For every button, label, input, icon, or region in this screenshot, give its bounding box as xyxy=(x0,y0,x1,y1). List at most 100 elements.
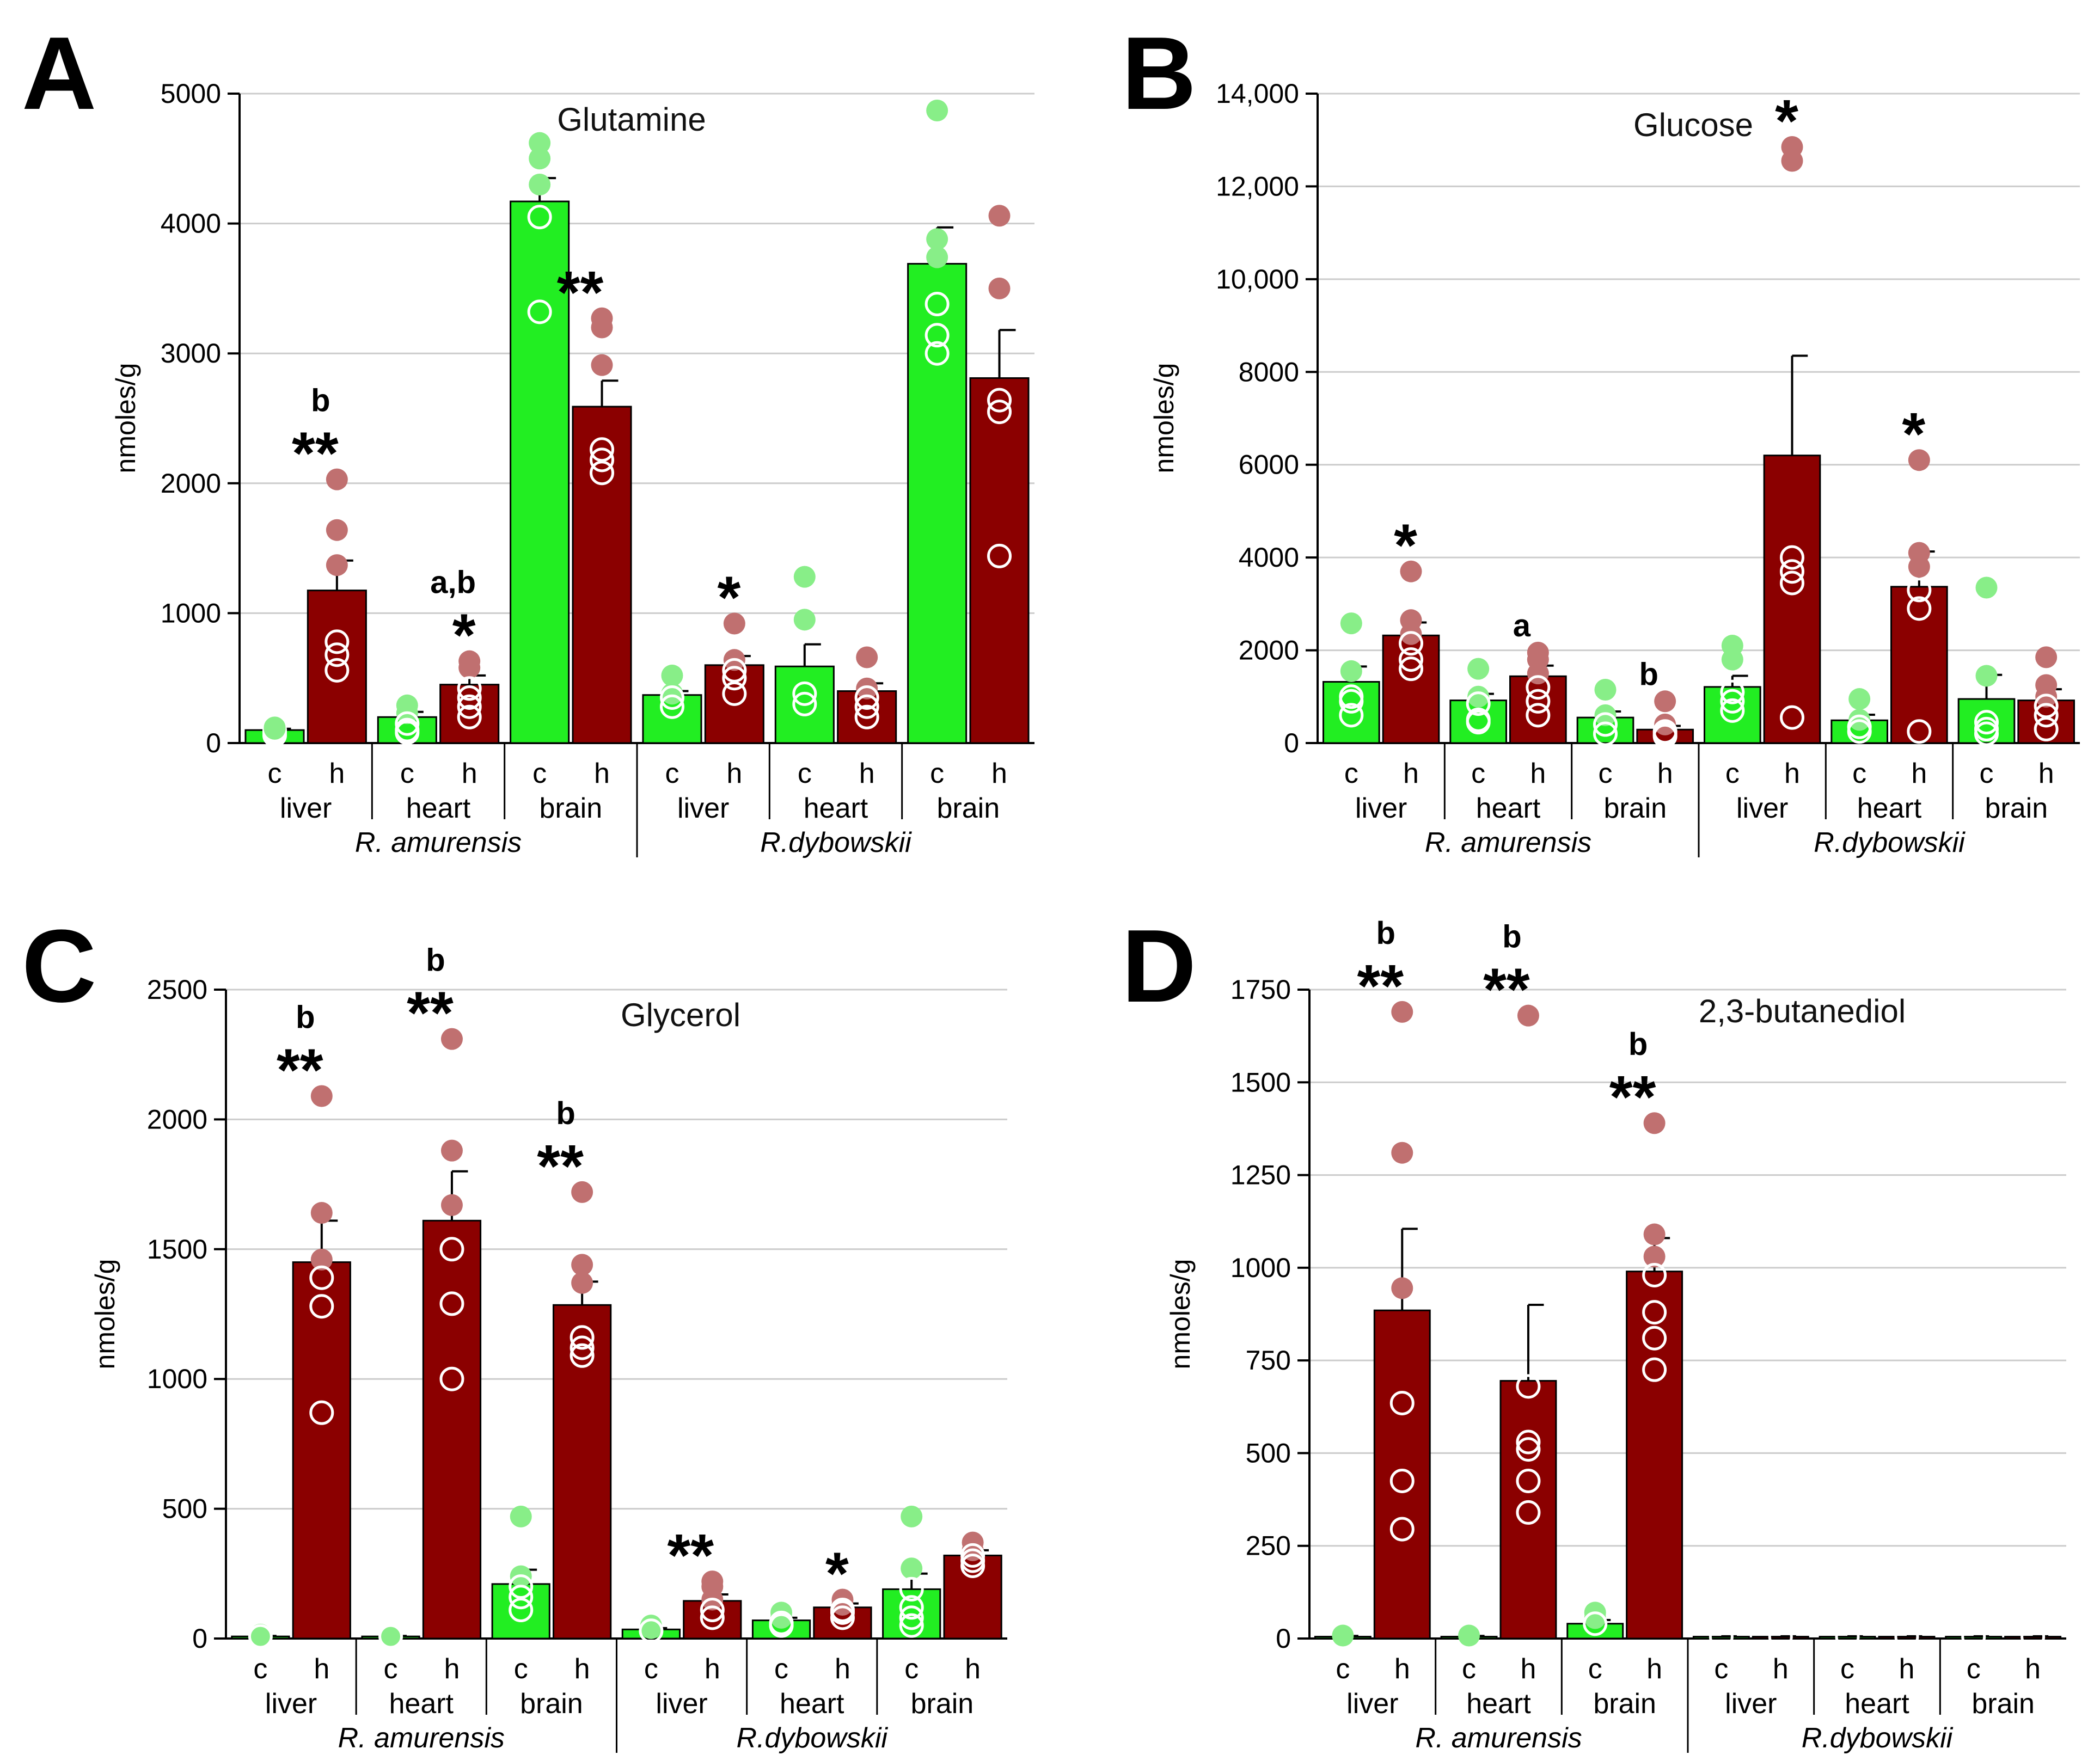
data-point xyxy=(1894,1624,1919,1649)
y-tick-label: 4000 xyxy=(161,208,221,239)
condition-label: h xyxy=(1773,1653,1789,1685)
condition-label: h xyxy=(1520,1653,1536,1685)
data-point xyxy=(1975,665,1998,687)
data-point xyxy=(440,1139,463,1162)
significance-letter: b xyxy=(1376,916,1395,951)
y-tick-label: 1500 xyxy=(147,1234,207,1265)
data-point xyxy=(325,629,350,654)
condition-label: h xyxy=(1657,758,1673,789)
data-point xyxy=(529,174,551,196)
tissue-label: liver xyxy=(656,1688,707,1720)
condition-label: h xyxy=(859,758,875,789)
data-point xyxy=(1400,623,1422,645)
data-point xyxy=(310,1202,333,1224)
y-tick-label: 0 xyxy=(1284,728,1299,758)
data-point xyxy=(1391,1001,1413,1023)
data-point xyxy=(723,612,745,635)
condition-label: c xyxy=(253,1653,267,1685)
data-point xyxy=(793,566,816,588)
data-point xyxy=(1399,631,1423,656)
data-point xyxy=(571,1272,593,1294)
y-tick-label: 3000 xyxy=(161,338,221,369)
species-label: R.dybowskii xyxy=(1814,827,1966,858)
chart-title: Glutamine xyxy=(557,101,706,138)
species-label: R. amurensis xyxy=(1415,1722,1582,1754)
tissue-label: brain xyxy=(937,793,1000,824)
data-point xyxy=(1975,576,1998,599)
data-point xyxy=(457,676,482,701)
condition-label: c xyxy=(1967,1653,1981,1685)
y-tick-label: 1500 xyxy=(1230,1067,1291,1097)
condition-label: c xyxy=(400,758,414,789)
y-tick-label: 1000 xyxy=(147,1364,207,1394)
data-point xyxy=(395,720,420,745)
significance-letter: b xyxy=(1639,656,1658,692)
condition-label: h xyxy=(2025,1653,2041,1685)
data-point xyxy=(439,1291,464,1316)
data-point xyxy=(1907,578,1932,603)
data-point xyxy=(1593,721,1618,746)
data-point xyxy=(264,716,286,739)
condition-label: c xyxy=(514,1653,528,1685)
data-point xyxy=(1332,1624,1354,1647)
data-point xyxy=(527,205,552,230)
data-point xyxy=(1974,721,1999,746)
tissue-label: heart xyxy=(1476,793,1541,824)
y-axis-label: nmoles/g xyxy=(111,363,141,474)
data-point xyxy=(1643,1112,1666,1134)
y-tick-label: 500 xyxy=(1246,1438,1291,1468)
condition-label: c xyxy=(1471,758,1485,789)
data-point xyxy=(326,519,348,541)
data-point xyxy=(309,1294,334,1319)
data-point xyxy=(1339,689,1364,714)
data-point xyxy=(854,704,879,729)
data-point xyxy=(960,1553,985,1578)
data-point xyxy=(926,100,948,122)
data-point xyxy=(1642,1300,1667,1325)
significance-stars: * xyxy=(825,1540,849,1607)
data-point xyxy=(1848,688,1871,710)
y-tick-label: 6000 xyxy=(1239,450,1299,480)
data-point xyxy=(1516,1429,1541,1455)
data-point xyxy=(1526,703,1551,728)
data-point xyxy=(925,292,950,317)
bar-hypoxia xyxy=(1373,1309,1431,1640)
y-tick-label: 12,000 xyxy=(1216,171,1299,201)
group-liver-dybowskii: c h liver * xyxy=(642,564,764,824)
data-point xyxy=(1721,648,1743,671)
bar-control xyxy=(491,1583,550,1640)
tissue-label: heart xyxy=(804,793,868,824)
condition-label: c xyxy=(665,758,679,789)
data-point xyxy=(509,1574,534,1599)
condition-label: h xyxy=(835,1653,850,1685)
data-point xyxy=(440,1194,463,1216)
data-point xyxy=(1516,1437,1541,1462)
condition-label: c xyxy=(267,758,281,789)
data-point xyxy=(1458,1624,1480,1647)
condition-label: c xyxy=(384,1653,398,1685)
y-axis-label: nmoles/g xyxy=(1149,363,1179,474)
y-tick-label: 8000 xyxy=(1239,357,1299,387)
group-brain-amurensis: c h brain ** xyxy=(510,132,632,824)
condition-label: h xyxy=(314,1653,329,1685)
data-point xyxy=(1907,719,1932,744)
condition-label: h xyxy=(705,1653,720,1685)
data-point xyxy=(1643,1245,1666,1268)
y-tick-label: 1000 xyxy=(161,598,221,628)
chart-title: 2,3-butanediol xyxy=(1699,993,1906,1029)
data-point xyxy=(439,1237,464,1262)
data-point xyxy=(309,1400,334,1425)
condition-label: h xyxy=(1530,758,1546,789)
significance-letter: b xyxy=(556,1096,575,1131)
data-point xyxy=(2034,703,2059,728)
data-point xyxy=(1517,1004,1539,1027)
data-point xyxy=(1961,1624,1986,1649)
data-point xyxy=(249,1625,272,1647)
